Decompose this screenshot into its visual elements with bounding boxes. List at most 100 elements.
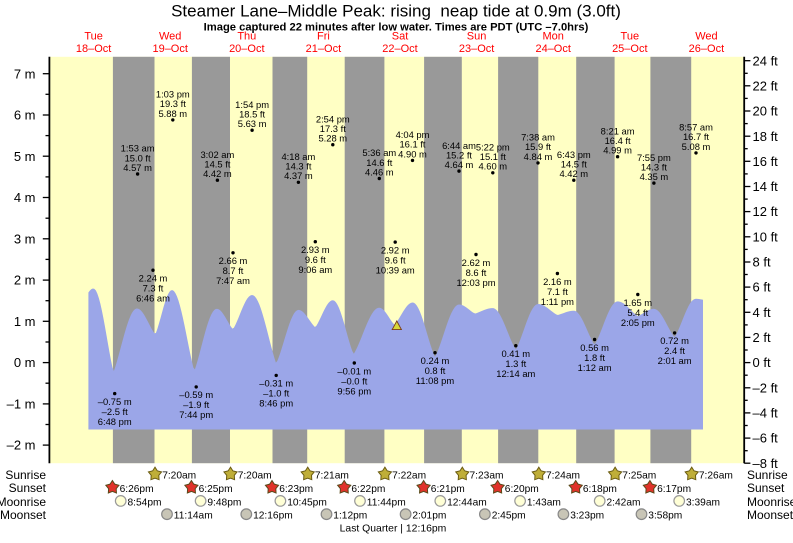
svg-text:7:23am: 7:23am: [470, 471, 504, 482]
svg-text:–0.75 m: –0.75 m: [98, 396, 132, 407]
svg-text:7:22am: 7:22am: [392, 471, 426, 482]
svg-text:Last Quarter | 12:16pm: Last Quarter | 12:16pm: [340, 524, 447, 535]
svg-text:Sun: Sun: [467, 31, 487, 43]
svg-text:2.4 ft: 2.4 ft: [664, 345, 685, 356]
svg-text:Moonrise: Moonrise: [0, 495, 46, 509]
svg-text:18–Oct: 18–Oct: [76, 43, 111, 55]
svg-text:24–Oct: 24–Oct: [535, 43, 570, 55]
svg-text:7:26am: 7:26am: [699, 471, 733, 482]
svg-text:2.92 m: 2.92 m: [381, 244, 410, 255]
svg-text:1:53 am: 1:53 am: [121, 143, 155, 154]
svg-text:11:44pm: 11:44pm: [367, 497, 406, 508]
svg-text:8.6 ft: 8.6 ft: [466, 267, 487, 278]
svg-text:9:48pm: 9:48pm: [207, 497, 241, 508]
svg-text:4.37 m: 4.37 m: [284, 170, 313, 181]
svg-text:2.93 m: 2.93 m: [301, 244, 330, 255]
svg-text:Tue: Tue: [621, 31, 640, 43]
svg-text:3:23pm: 3:23pm: [570, 511, 604, 522]
svg-text:1.8 ft: 1.8 ft: [584, 352, 605, 363]
svg-text:4.60 m: 4.60 m: [478, 161, 507, 172]
svg-text:0 m: 0 m: [14, 355, 36, 370]
svg-text:4.46 m: 4.46 m: [365, 166, 394, 177]
svg-text:7:55 pm: 7:55 pm: [637, 152, 671, 163]
svg-text:20–Oct: 20–Oct: [229, 43, 264, 55]
svg-text:15.1 ft: 15.1 ft: [480, 151, 506, 162]
svg-text:Steamer Lane–Middle Peak: risi: Steamer Lane–Middle Peak: rising neap ti…: [171, 2, 621, 21]
svg-text:6:20pm: 6:20pm: [505, 484, 539, 495]
svg-text:5.63 m: 5.63 m: [238, 118, 267, 129]
svg-text:4 ft: 4 ft: [753, 305, 771, 320]
svg-text:9.6 ft: 9.6 ft: [305, 254, 326, 265]
svg-text:0.72 m: 0.72 m: [660, 335, 689, 346]
svg-text:Sat: Sat: [392, 31, 409, 43]
svg-text:4.57 m: 4.57 m: [123, 162, 152, 173]
svg-text:2:42am: 2:42am: [607, 497, 641, 508]
svg-text:6 m: 6 m: [14, 108, 36, 123]
svg-text:2:01pm: 2:01pm: [412, 511, 446, 522]
svg-text:Sunrise: Sunrise: [747, 468, 788, 482]
svg-text:18 ft: 18 ft: [753, 129, 779, 144]
svg-text:Moonset: Moonset: [0, 508, 47, 522]
svg-text:3 m: 3 m: [14, 231, 36, 246]
svg-text:4.42 m: 4.42 m: [203, 168, 232, 179]
svg-text:Moonrise: Moonrise: [747, 495, 793, 509]
svg-text:0.41 m: 0.41 m: [501, 348, 530, 359]
svg-text:2:54 pm: 2:54 pm: [316, 113, 350, 124]
svg-text:25–Oct: 25–Oct: [612, 43, 647, 55]
svg-text:6:18pm: 6:18pm: [583, 484, 617, 495]
svg-text:1:11 pm: 1:11 pm: [541, 296, 574, 307]
svg-text:2:01 am: 2:01 am: [658, 355, 692, 366]
svg-text:8:57 am: 8:57 am: [679, 122, 713, 133]
svg-text:20 ft: 20 ft: [753, 104, 779, 119]
svg-text:14.5 ft: 14.5 ft: [204, 159, 230, 170]
svg-text:10 ft: 10 ft: [753, 229, 779, 244]
svg-text:9.6 ft: 9.6 ft: [385, 254, 406, 265]
svg-text:4 m: 4 m: [14, 190, 36, 205]
svg-text:16.7 ft: 16.7 ft: [683, 131, 709, 142]
svg-text:Thu: Thu: [237, 31, 256, 43]
svg-text:14.5 ft: 14.5 ft: [561, 159, 587, 170]
svg-text:5 m: 5 m: [14, 149, 36, 164]
svg-text:14.3 ft: 14.3 ft: [641, 161, 667, 172]
svg-text:–1.0 ft: –1.0 ft: [263, 388, 289, 399]
svg-text:8 ft: 8 ft: [753, 255, 771, 270]
svg-text:–0.0 ft: –0.0 ft: [341, 375, 367, 386]
svg-text:Sunset: Sunset: [747, 481, 785, 495]
svg-text:12:14 am: 12:14 am: [496, 368, 535, 379]
svg-text:7:44 pm: 7:44 pm: [179, 409, 213, 420]
svg-text:18.5 ft: 18.5 ft: [239, 109, 265, 120]
svg-text:Wed: Wed: [159, 31, 181, 43]
svg-text:6:17pm: 6:17pm: [657, 484, 691, 495]
svg-text:11:14am: 11:14am: [174, 511, 213, 522]
svg-text:4.90 m: 4.90 m: [398, 148, 427, 159]
svg-text:–8 ft: –8 ft: [753, 456, 779, 471]
svg-text:1.3 ft: 1.3 ft: [505, 358, 526, 369]
svg-text:22 ft: 22 ft: [753, 78, 779, 93]
svg-text:–0.31 m: –0.31 m: [259, 378, 293, 389]
svg-text:26–Oct: 26–Oct: [689, 43, 724, 55]
svg-text:16 ft: 16 ft: [753, 154, 779, 169]
svg-text:4.35 m: 4.35 m: [640, 171, 669, 182]
svg-text:Fri: Fri: [317, 31, 330, 43]
svg-text:4.99 m: 4.99 m: [603, 145, 632, 156]
svg-text:0.56 m: 0.56 m: [580, 342, 609, 353]
svg-text:–0.01 m: –0.01 m: [337, 365, 371, 376]
svg-text:1:03 pm: 1:03 pm: [156, 89, 190, 100]
svg-text:3:39am: 3:39am: [686, 497, 720, 508]
svg-text:6:26pm: 6:26pm: [120, 484, 154, 495]
svg-text:0.8 ft: 0.8 ft: [425, 365, 446, 376]
svg-text:8.7 ft: 8.7 ft: [223, 265, 244, 276]
svg-text:7.3 ft: 7.3 ft: [143, 283, 164, 294]
svg-text:7:20am: 7:20am: [162, 471, 196, 482]
svg-text:–4 ft: –4 ft: [753, 406, 779, 421]
svg-text:–2.5 ft: –2.5 ft: [102, 406, 128, 417]
svg-text:6:46 am: 6:46 am: [136, 293, 170, 304]
svg-text:23–Oct: 23–Oct: [459, 43, 494, 55]
svg-text:5.88 m: 5.88 m: [158, 108, 187, 119]
svg-text:9:06 am: 9:06 am: [298, 264, 332, 275]
svg-text:7:21am: 7:21am: [315, 471, 349, 482]
svg-text:12:03 pm: 12:03 pm: [456, 277, 495, 288]
svg-text:7:20am: 7:20am: [238, 471, 272, 482]
svg-text:24 ft: 24 ft: [753, 53, 779, 68]
svg-text:21–Oct: 21–Oct: [306, 43, 341, 55]
